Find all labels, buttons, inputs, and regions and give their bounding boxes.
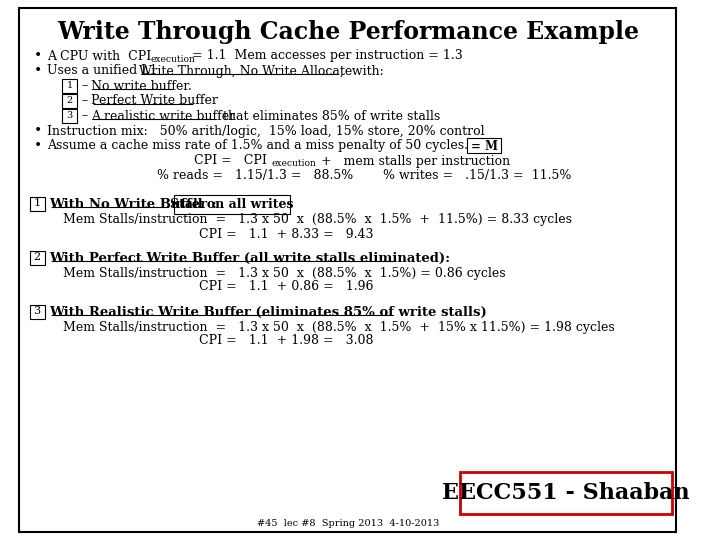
FancyBboxPatch shape	[19, 8, 676, 532]
Text: –: –	[81, 110, 87, 123]
Text: Mem Stalls/instruction  =   1.3 x 50  x  (88.5%  x  1.5%  +  11.5%) = 8.33 cycle: Mem Stalls/instruction = 1.3 x 50 x (88.…	[63, 213, 572, 226]
Text: that eliminates 85% of write stalls: that eliminates 85% of write stalls	[219, 110, 441, 123]
Text: •: •	[34, 49, 42, 63]
Text: #45  lec #8  Spring 2013  4-10-2013: #45 lec #8 Spring 2013 4-10-2013	[256, 519, 439, 529]
Text: execution: execution	[271, 159, 316, 168]
FancyBboxPatch shape	[63, 94, 77, 108]
Text: 2: 2	[67, 96, 73, 105]
FancyBboxPatch shape	[460, 472, 672, 514]
FancyBboxPatch shape	[63, 109, 77, 123]
FancyBboxPatch shape	[174, 194, 290, 213]
Text: CPI =   1.1  + 1.98 =   3.08: CPI = 1.1 + 1.98 = 3.08	[199, 334, 373, 348]
Text: CPI =   1.1  + 0.86 =   1.96: CPI = 1.1 + 0.86 = 1.96	[199, 280, 373, 294]
Text: 1: 1	[34, 199, 41, 208]
Text: % reads =   1.15/1.3 =   88.5%: % reads = 1.15/1.3 = 88.5%	[156, 168, 353, 181]
Text: With Perfect Write Buffer (all write stalls eliminated):: With Perfect Write Buffer (all write sta…	[49, 252, 451, 265]
Text: With Realistic Write Buffer (eliminates 85% of write stalls): With Realistic Write Buffer (eliminates …	[49, 306, 487, 319]
Text: •: •	[34, 124, 42, 138]
Text: CPI =   1.1  + 8.33 =   9.43: CPI = 1.1 + 8.33 = 9.43	[199, 227, 373, 240]
Text: With No Write Buffer :: With No Write Buffer :	[49, 198, 217, 211]
Text: •: •	[34, 139, 42, 153]
Text: Mem Stalls/instruction  =   1.3 x 50  x  (88.5%  x  1.5%  +  15% x 11.5%) = 1.98: Mem Stalls/instruction = 1.3 x 50 x (88.…	[63, 321, 615, 334]
Text: A realistic write buffer: A realistic write buffer	[91, 110, 235, 123]
Text: 3: 3	[67, 111, 73, 120]
Text: Stall on all writes: Stall on all writes	[171, 198, 294, 211]
FancyBboxPatch shape	[63, 79, 77, 93]
Text: CPI =   CPI: CPI = CPI	[194, 154, 267, 167]
Text: ,  with:: , with:	[341, 64, 384, 78]
Text: = 1.1  Mem accesses per instruction = 1.3: = 1.1 Mem accesses per instruction = 1.3	[192, 50, 463, 63]
Text: = M: = M	[470, 139, 498, 152]
Text: A CPU with  CPI: A CPU with CPI	[48, 50, 152, 63]
Text: –: –	[81, 94, 87, 107]
FancyBboxPatch shape	[30, 197, 45, 211]
Text: Assume a cache miss rate of 1.5% and a miss penalty of 50 cycles.: Assume a cache miss rate of 1.5% and a m…	[48, 139, 469, 152]
Text: 2: 2	[34, 253, 41, 262]
Text: EECC551 - Shaaban: EECC551 - Shaaban	[442, 482, 690, 504]
Text: No write buffer.: No write buffer.	[91, 79, 192, 92]
FancyBboxPatch shape	[30, 305, 45, 319]
Text: +   mem stalls per instruction: + mem stalls per instruction	[313, 154, 510, 167]
Text: Perfect Write buffer: Perfect Write buffer	[91, 94, 218, 107]
Text: % writes =   .15/1.3 =  11.5%: % writes = .15/1.3 = 11.5%	[383, 168, 572, 181]
Text: 1: 1	[67, 81, 73, 90]
Text: •: •	[34, 64, 42, 78]
Text: Write Through Cache Performance Example: Write Through Cache Performance Example	[57, 20, 639, 44]
Text: Instruction mix:   50% arith/logic,  15% load, 15% store, 20% control: Instruction mix: 50% arith/logic, 15% lo…	[48, 125, 485, 138]
Text: Mem Stalls/instruction  =   1.3 x 50  x  (88.5%  x  1.5%) = 0.86 cycles: Mem Stalls/instruction = 1.3 x 50 x (88.…	[63, 267, 506, 280]
Text: execution: execution	[150, 55, 195, 64]
Text: –: –	[81, 79, 87, 92]
FancyBboxPatch shape	[467, 138, 501, 153]
FancyBboxPatch shape	[30, 251, 45, 265]
Text: Write Through, No Write Allocate: Write Through, No Write Allocate	[139, 64, 352, 78]
Text: Uses a unified L1: Uses a unified L1	[48, 64, 162, 78]
Text: 3: 3	[34, 307, 41, 316]
